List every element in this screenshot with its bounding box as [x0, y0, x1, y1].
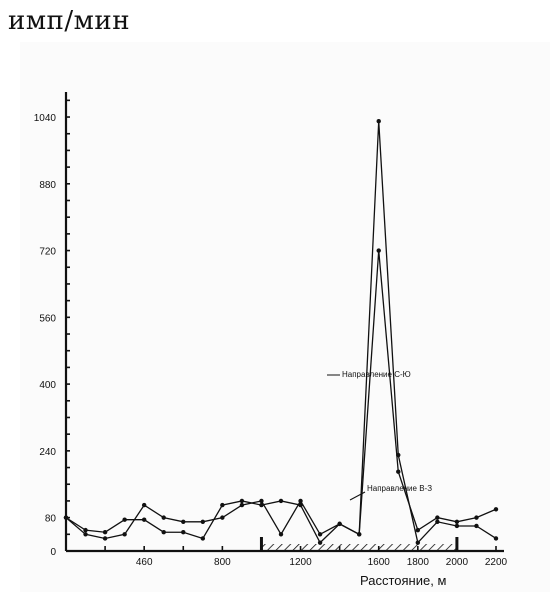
data-point: [317, 532, 323, 537]
x-tick-label: 1800: [407, 557, 430, 568]
data-point: [141, 502, 147, 508]
line-chart: Направление С-Ю Направление В-З 0 80 240 400…: [34, 92, 508, 588]
hatch-strip: [261, 544, 457, 551]
data-point: [141, 517, 147, 522]
data-point: [122, 532, 127, 537]
data-point: [83, 527, 88, 533]
y-unit-title: имп/мин: [8, 6, 131, 36]
x-tick-label: 460: [136, 557, 153, 568]
y-tick-label: 80: [45, 514, 57, 525]
hatched-zone: [259, 537, 459, 551]
data-point: [337, 521, 342, 527]
data-point: [415, 527, 421, 533]
data-point: [200, 536, 206, 541]
data-point: [356, 532, 362, 537]
annotation-north-south: Направление С-Ю: [342, 370, 411, 379]
data-point: [83, 532, 88, 537]
x-tick-label: 2200: [485, 557, 508, 568]
data-point: [435, 519, 440, 524]
data-point: [239, 502, 245, 508]
data-point: [239, 498, 245, 504]
y-tick-label: 1040: [34, 113, 57, 124]
y-tick-label: 560: [39, 313, 56, 324]
y-tick-label: 400: [39, 380, 56, 391]
data-point: [278, 498, 284, 504]
data-point: [161, 515, 166, 520]
x-tick-label: 1200: [289, 557, 312, 568]
data-point: [376, 248, 381, 253]
data-point: [396, 469, 401, 474]
data-point: [474, 523, 479, 529]
series-east-west: [63, 248, 499, 541]
data-point: [493, 507, 499, 512]
data-point: [317, 540, 323, 545]
data-point: [474, 515, 479, 520]
data-point: [63, 515, 69, 520]
x-tick-label: 2000: [446, 557, 469, 568]
y-tick-label: 240: [39, 447, 56, 458]
data-point: [435, 515, 440, 520]
data-point: [200, 519, 206, 524]
series-line: [65, 250, 497, 540]
tick-labels: 0 80 240 400 560 720 880 1040 460 800 1200 1600 1800…: [34, 113, 508, 568]
chart-axes: [64, 92, 504, 553]
annotation-leader: [349, 491, 366, 501]
y-tick-label: 880: [39, 180, 56, 191]
series-north-south: [63, 119, 499, 545]
x-tick-label: 800: [214, 557, 231, 568]
x-axis-label: Расстояние, м: [360, 573, 446, 588]
data-point: [122, 517, 127, 522]
data-point: [181, 530, 186, 535]
series-layer: Направление С-Ю Направление В-З: [63, 119, 499, 545]
data-point: [181, 519, 186, 524]
data-point: [415, 540, 421, 545]
x-tick-label: 1600: [368, 557, 391, 568]
y-tick-label: 720: [39, 247, 56, 258]
data-point: [220, 515, 225, 520]
data-point: [102, 530, 108, 535]
y-tick-label: 0: [50, 547, 56, 558]
data-point: [454, 519, 460, 524]
data-point: [220, 502, 225, 508]
data-point: [259, 498, 264, 504]
data-point: [161, 530, 166, 535]
data-point: [102, 536, 108, 541]
annotation-east-west: Направление В-З: [367, 484, 432, 493]
chart-panel: Направление С-Ю Направление В-З 0 80 240 400…: [20, 42, 550, 592]
series-line: [65, 121, 497, 544]
data-point: [298, 498, 303, 504]
data-point: [493, 536, 499, 541]
data-point: [278, 532, 284, 537]
data-point: [376, 119, 381, 124]
data-point: [454, 523, 460, 529]
